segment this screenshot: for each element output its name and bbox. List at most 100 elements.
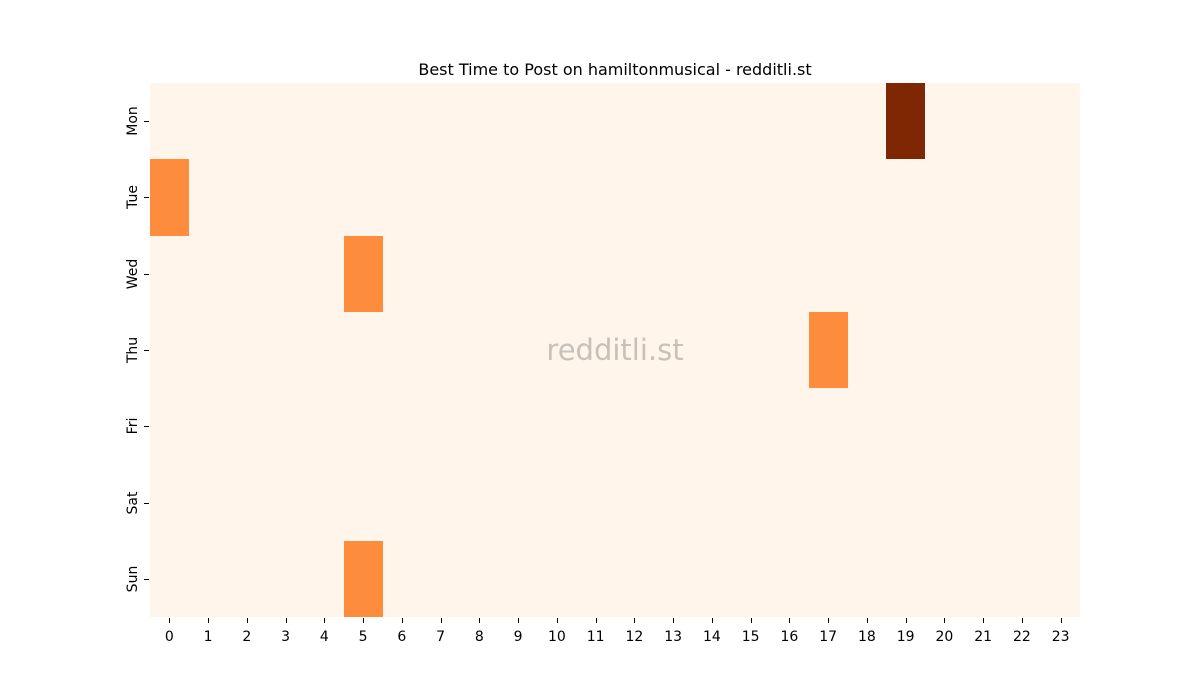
heatmap-cell-Mon-7 — [421, 83, 460, 160]
heatmap-cell-Sun-10 — [537, 540, 577, 617]
heatmap-cell-Mon-11 — [576, 83, 615, 160]
heatmap-cell-Thu-7 — [421, 311, 460, 389]
heatmap-cell-Fri-8 — [460, 388, 499, 465]
heatmap-cell-Thu-23 — [1041, 311, 1080, 389]
heatmap-cell-Wed-10 — [537, 235, 577, 312]
heatmap-cell-Fri-7 — [421, 388, 460, 465]
heatmap-cell-Mon-0 — [150, 83, 189, 160]
heatmap-cell-Thu-8 — [460, 311, 499, 389]
heatmap-cell-Tue-23 — [1041, 159, 1080, 236]
heatmap-cell-Sat-22 — [1002, 464, 1042, 541]
x-tick-mark — [208, 618, 210, 623]
heatmap-cell-Sun-18 — [847, 540, 887, 617]
heatmap-cell-Sun-20 — [925, 540, 964, 617]
heatmap-cell-Thu-19 — [886, 311, 925, 389]
x-tick-label: 6 — [397, 629, 407, 645]
heatmap-cell-Thu-13 — [653, 311, 693, 389]
x-tick-mark — [750, 618, 752, 623]
x-tick-label: 7 — [436, 629, 446, 645]
heatmap-cell-Fri-20 — [925, 388, 964, 465]
heatmap-cell-Wed-4 — [305, 235, 344, 312]
heatmap-cell-Sun-15 — [731, 540, 770, 617]
heatmap-cell-Tue-18 — [847, 159, 887, 236]
heatmap-cell-Sun-1 — [188, 540, 228, 617]
heatmap-cell-Thu-18 — [847, 311, 887, 389]
heatmap-cell-Mon-19 — [886, 83, 925, 160]
heatmap-cell-Wed-17 — [808, 235, 848, 312]
heatmap-cell-Wed-15 — [731, 235, 770, 312]
x-tick-label: 9 — [513, 629, 523, 645]
heatmap-cell-Thu-3 — [266, 311, 305, 389]
x-tick-label: 15 — [741, 629, 760, 645]
heatmap-cell-Wed-11 — [576, 235, 615, 312]
x-tick-mark — [324, 618, 326, 623]
heatmap-cell-Sat-14 — [692, 464, 732, 541]
heatmap-cell-Mon-21 — [963, 83, 1003, 160]
heatmap-cell-Wed-19 — [886, 235, 925, 312]
heatmap-cell-Sat-18 — [847, 464, 887, 541]
heatmap-cell-Sat-5 — [343, 464, 383, 541]
y-tick-label-Wed: Wed — [125, 258, 141, 289]
x-tick-label: 17 — [819, 629, 838, 645]
heatmap-cell-Mon-5 — [343, 83, 383, 160]
heatmap-cell-Sun-11 — [576, 540, 615, 617]
heatmap-cell-Sun-5 — [343, 540, 383, 617]
heatmap-cell-Tue-3 — [266, 159, 305, 236]
x-tick-mark — [711, 618, 713, 623]
heatmap-cell-Tue-7 — [421, 159, 460, 236]
heatmap-cell-Mon-13 — [653, 83, 693, 160]
heatmap-cell-Sun-22 — [1002, 540, 1042, 617]
heatmap-cell-Sun-6 — [382, 540, 422, 617]
heatmap-cell-Thu-20 — [925, 311, 964, 389]
heatmap-cell-Mon-20 — [925, 83, 964, 160]
y-tick-mark — [144, 121, 149, 123]
x-tick-label: 1 — [203, 629, 213, 645]
heatmap-cell-Thu-22 — [1002, 311, 1042, 389]
x-tick-label: 18 — [857, 629, 876, 645]
x-tick-mark — [595, 618, 597, 623]
y-tick-mark — [144, 273, 149, 275]
heatmap-cell-Sun-9 — [498, 540, 538, 617]
heatmap-cell-Mon-18 — [847, 83, 887, 160]
heatmap-cell-Mon-10 — [537, 83, 577, 160]
heatmap-cell-Thu-16 — [770, 311, 809, 389]
heatmap-cell-Sat-10 — [537, 464, 577, 541]
x-tick-label: 10 — [547, 629, 566, 645]
heatmap-cell-Mon-12 — [615, 83, 654, 160]
heatmap-cell-Fri-5 — [343, 388, 383, 465]
heatmap-cell-Tue-12 — [615, 159, 654, 236]
heatmap-cell-Thu-10 — [537, 311, 577, 389]
heatmap-cell-Wed-7 — [421, 235, 460, 312]
x-tick-label: 14 — [702, 629, 721, 645]
y-tick-label-Sun: Sun — [125, 565, 141, 593]
x-tick-mark — [556, 618, 558, 623]
heatmap-cell-Fri-19 — [886, 388, 925, 465]
x-tick-label: 5 — [358, 629, 368, 645]
heatmap-cell-Wed-13 — [653, 235, 693, 312]
heatmap-cell-Tue-20 — [925, 159, 964, 236]
y-tick-mark — [144, 426, 149, 428]
heatmap-cell-Thu-0 — [150, 311, 189, 389]
heatmap-cell-Thu-9 — [498, 311, 538, 389]
heatmap-cell-Mon-2 — [227, 83, 267, 160]
x-tick-mark — [285, 618, 287, 623]
heatmap-cell-Thu-2 — [227, 311, 267, 389]
heatmap-cell-Sat-7 — [421, 464, 460, 541]
heatmap-cell-Fri-12 — [615, 388, 654, 465]
heatmap-plot — [150, 83, 1080, 617]
heatmap-cell-Tue-4 — [305, 159, 344, 236]
heatmap-cell-Sun-13 — [653, 540, 693, 617]
x-tick-mark — [1021, 618, 1023, 623]
x-tick-label: 8 — [474, 629, 484, 645]
heatmap-cell-Sat-9 — [498, 464, 538, 541]
y-tick-label-Sat: Sat — [125, 491, 141, 515]
x-tick-label: 20 — [935, 629, 954, 645]
x-tick-mark — [246, 618, 248, 623]
x-tick-label: 13 — [664, 629, 683, 645]
x-tick-mark — [634, 618, 636, 623]
x-tick-mark — [479, 618, 481, 623]
heatmap-cell-Sat-16 — [770, 464, 809, 541]
x-tick-label: 16 — [780, 629, 799, 645]
y-tick-mark — [144, 578, 149, 580]
heatmap-cell-Wed-1 — [188, 235, 228, 312]
